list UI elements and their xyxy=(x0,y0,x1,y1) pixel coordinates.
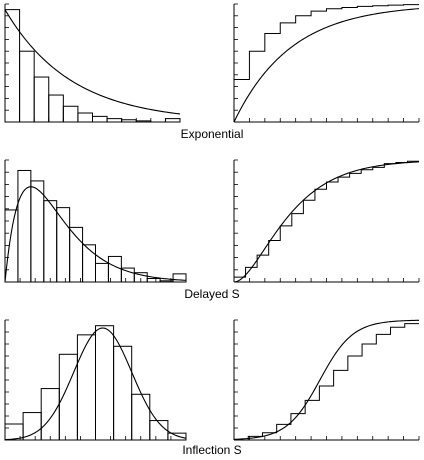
panel-5 xyxy=(233,319,420,441)
histogram-bar xyxy=(56,207,71,283)
panel-1 xyxy=(233,3,420,123)
histogram-bar xyxy=(131,393,151,441)
histogram-bar xyxy=(146,278,161,283)
panel-0 xyxy=(4,3,181,123)
histogram-bar xyxy=(77,112,93,123)
histogram-bar xyxy=(135,120,152,123)
histogram-bar xyxy=(167,432,187,441)
histogram-bar xyxy=(133,272,148,283)
histogram-bar xyxy=(113,345,133,441)
histogram-bar xyxy=(48,94,64,123)
row-label-inflection-s: Inflection S xyxy=(182,443,241,457)
histogram-bar xyxy=(106,118,123,123)
cumulative-step xyxy=(233,4,419,122)
histogram-bar xyxy=(22,412,42,441)
histogram-bar xyxy=(95,262,109,283)
histogram-bar xyxy=(33,76,50,123)
row-label-exponential: Exponential xyxy=(181,127,244,141)
histogram-bar xyxy=(19,50,35,123)
fitted-curve xyxy=(4,9,181,115)
histogram-bar xyxy=(62,105,79,123)
fitted-curve xyxy=(233,319,420,440)
panel-4 xyxy=(4,319,187,441)
histogram-bar xyxy=(43,200,58,283)
histogram-bar xyxy=(82,244,96,283)
histogram-bar xyxy=(121,119,137,123)
fitted-curve xyxy=(233,8,420,123)
histogram-bar xyxy=(40,388,60,441)
histogram-bar xyxy=(4,9,21,123)
histogram-bar xyxy=(164,118,181,123)
panel-3 xyxy=(233,159,420,283)
panel-2 xyxy=(4,159,187,283)
fitted-curve xyxy=(4,327,187,441)
histogram-bar xyxy=(149,420,169,441)
histogram-bar xyxy=(172,273,187,283)
cumulative-step xyxy=(233,160,419,282)
histogram-bar xyxy=(69,226,84,283)
row-label-delayed-s: Delayed S xyxy=(184,287,239,301)
fitted-curve xyxy=(233,161,420,283)
histogram-bar xyxy=(30,180,45,283)
fitted-curve xyxy=(4,186,187,283)
histogram-bar xyxy=(76,334,97,441)
cumulative-step xyxy=(234,323,419,441)
histogram-bar xyxy=(92,115,108,123)
histogram-bar xyxy=(95,325,115,441)
